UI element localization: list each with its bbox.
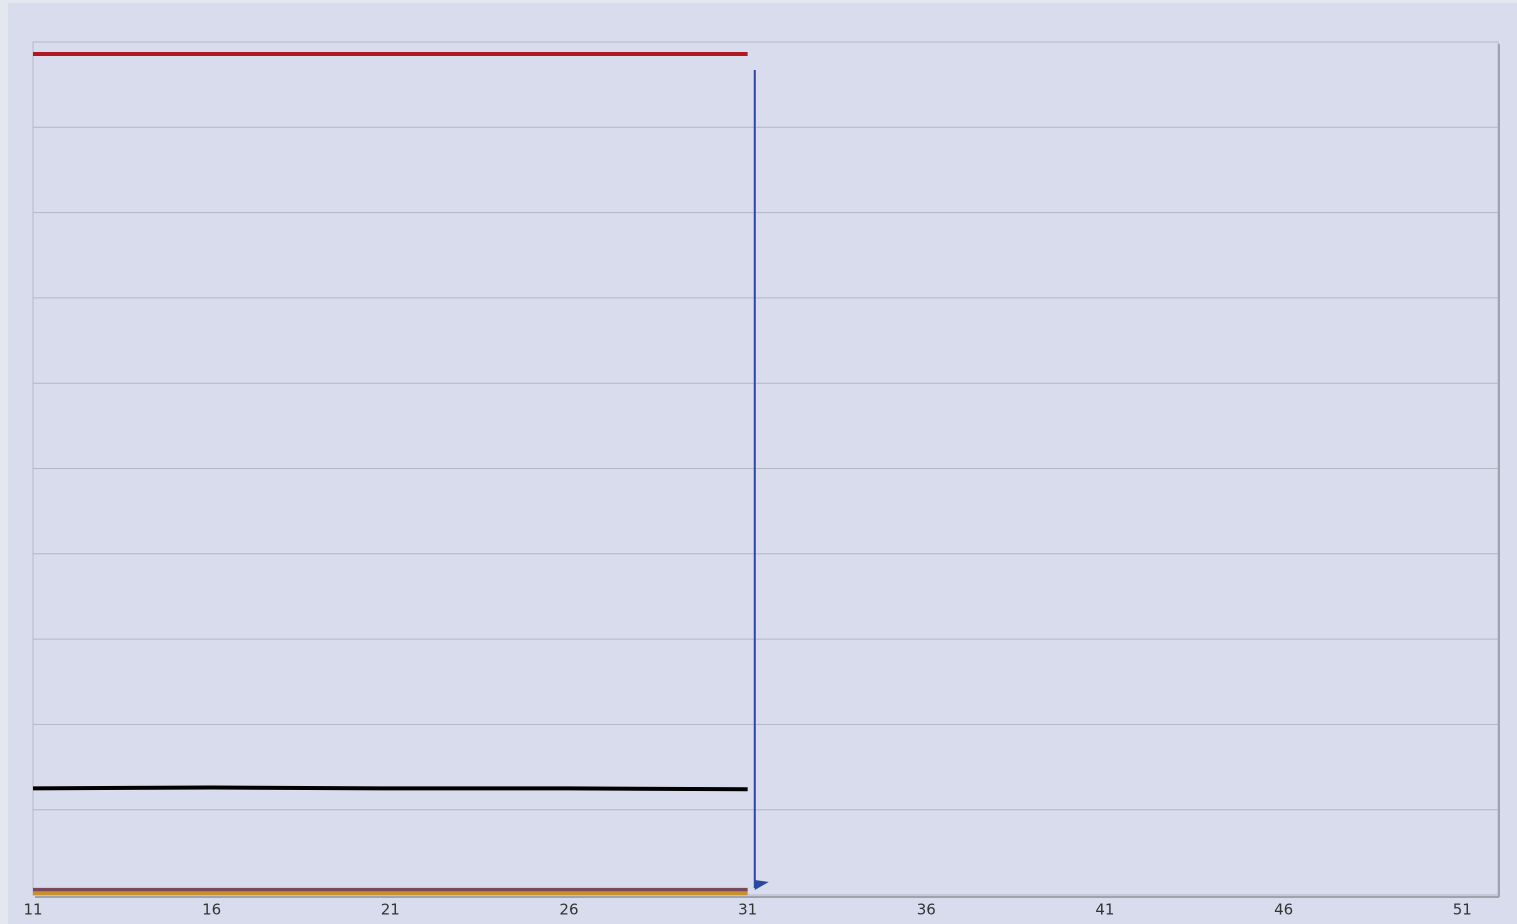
x-tick-label: 26 (559, 901, 578, 919)
x-tick-label: 11 (23, 901, 42, 919)
x-tick-label: 41 (1095, 901, 1114, 919)
x-tick-label: 46 (1274, 901, 1293, 919)
x-tick-label: 16 (202, 901, 221, 919)
series-line (32, 785, 748, 792)
x-tick-label: 21 (381, 901, 400, 919)
cursor-arrow (754, 880, 769, 890)
x-tick-label: 36 (917, 901, 936, 919)
x-tick-label: 51 (1453, 901, 1472, 919)
x-tick-label: 31 (738, 901, 757, 919)
